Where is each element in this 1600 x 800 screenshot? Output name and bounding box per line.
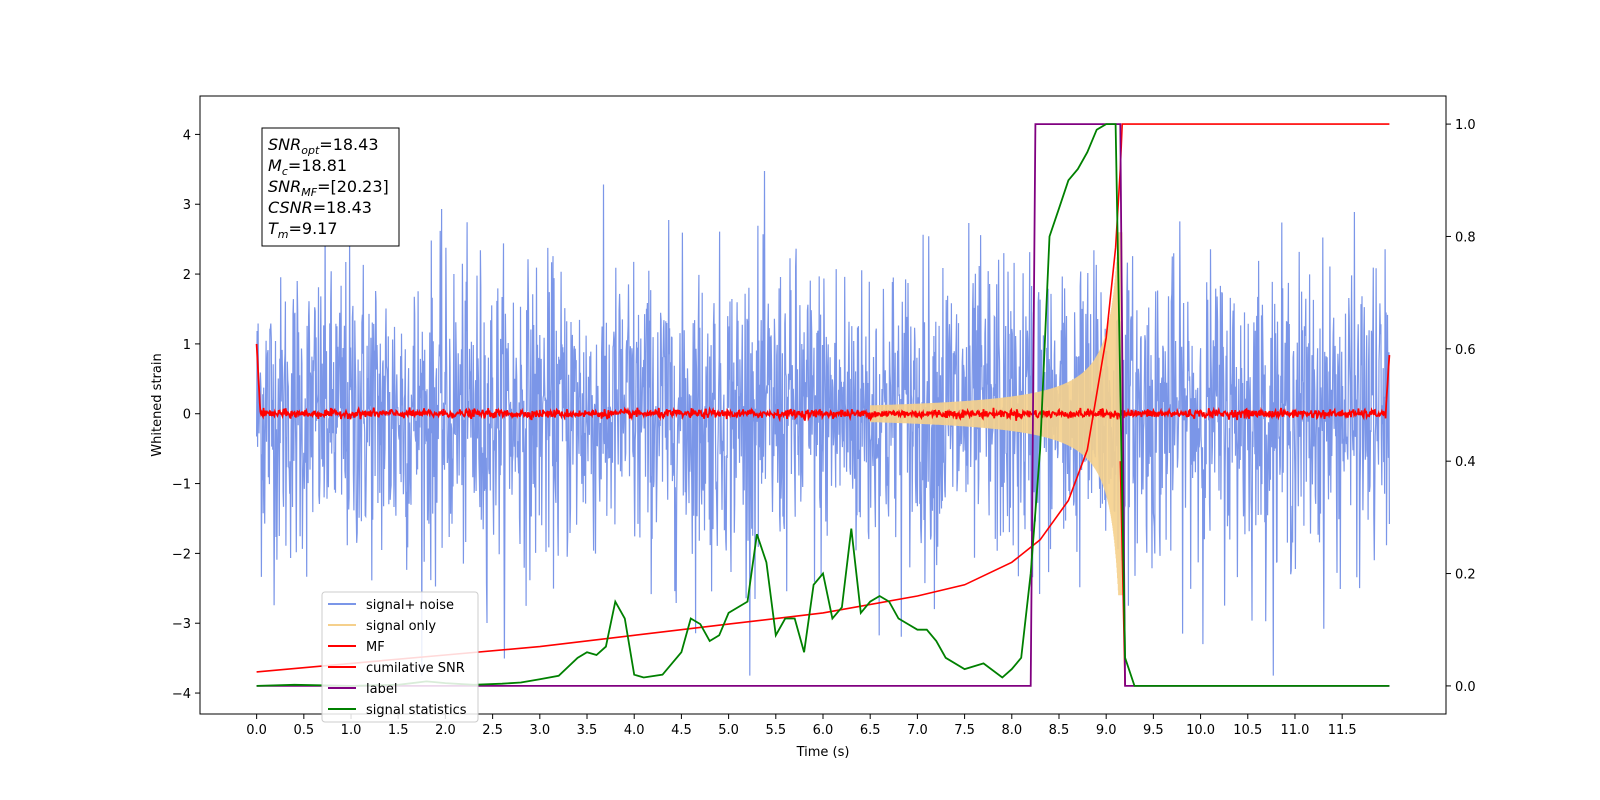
annotation-snr_opt: SNRopt=18.43 [268,135,379,157]
x-tick-label: 8.0 [1001,723,1022,738]
annotation-box: SNRopt=18.43Mc=18.81SNRMF=[20.23]CSNR=18… [261,127,400,247]
x-tick-label: 9.5 [1143,723,1164,738]
x-tick-label: 11.5 [1328,723,1357,738]
annotation-mc: Mc=18.81 [268,156,347,178]
legend-item: MF [366,640,385,655]
x-tick-label: 11.0 [1280,723,1309,738]
y-tick-label: 3 [183,198,191,213]
x-tick-label: 4.0 [624,723,645,738]
x-tick-label: 10.5 [1233,723,1262,738]
x-tick-label: 2.0 [435,723,456,738]
y-tick-label: −4 [172,687,191,702]
x-tick-label: 3.0 [529,723,550,738]
legend-item: signal+ noise [366,598,454,613]
x-tick-label: 2.5 [482,723,503,738]
legend-item: label [366,682,397,697]
y-tick-label: −1 [172,478,191,493]
y-tick-label: −3 [172,617,191,632]
annotation-tm: Tm=9.17 [268,219,338,241]
y-tick-label: 2 [183,268,191,283]
x-tick-label: 5.0 [718,723,739,738]
legend-item: signal statistics [366,703,467,718]
x-tick-label: 8.5 [1049,723,1070,738]
y2-tick-label: 0.8 [1455,230,1476,245]
legend-item: cumilative SNR [366,661,465,676]
x-tick-label: 4.5 [671,723,692,738]
x-tick-label: 1.0 [341,723,362,738]
legend-item: signal only [366,619,436,634]
y2-tick-label: 0.6 [1455,343,1476,358]
x-tick-label: 6.0 [813,723,834,738]
y2-tick-label: 0.0 [1455,680,1476,695]
x-tick-label: 0.5 [293,723,314,738]
annotation-csnr: CSNR=18.43 [268,198,372,217]
y-axis-label: Whitened strain [150,353,165,456]
x-tick-label: 9.0 [1096,723,1117,738]
y2-tick-label: 0.4 [1455,455,1476,470]
x-tick-label: 7.0 [907,723,928,738]
annotation-snr_mf: SNRMF=[20.23] [268,177,389,199]
x-tick-label: 6.5 [860,723,881,738]
y-tick-label: 1 [183,338,191,353]
x-tick-label: 0.0 [246,723,267,738]
series-signal-statistics [256,123,1390,687]
x-tick-label: 3.5 [577,723,598,738]
series-mf [255,343,1391,423]
x-tick-label: 7.5 [954,723,975,738]
y-tick-label: 4 [183,128,191,143]
y-tick-label: −2 [172,547,191,562]
y-tick-label: 0 [183,408,191,423]
x-tick-label: 1.5 [388,723,409,738]
y2-tick-label: 1.0 [1455,118,1476,133]
x-axis-label: Time (s) [796,745,850,760]
x-tick-label: 10.0 [1186,723,1215,738]
series-cumulative-snr [256,123,1390,673]
legend: signal+ noise signal only MF cumilative SNR… [321,591,479,723]
y2-tick-label: 0.2 [1455,568,1476,583]
series-signal-noise [256,170,1390,676]
x-tick-label: 5.5 [765,723,786,738]
